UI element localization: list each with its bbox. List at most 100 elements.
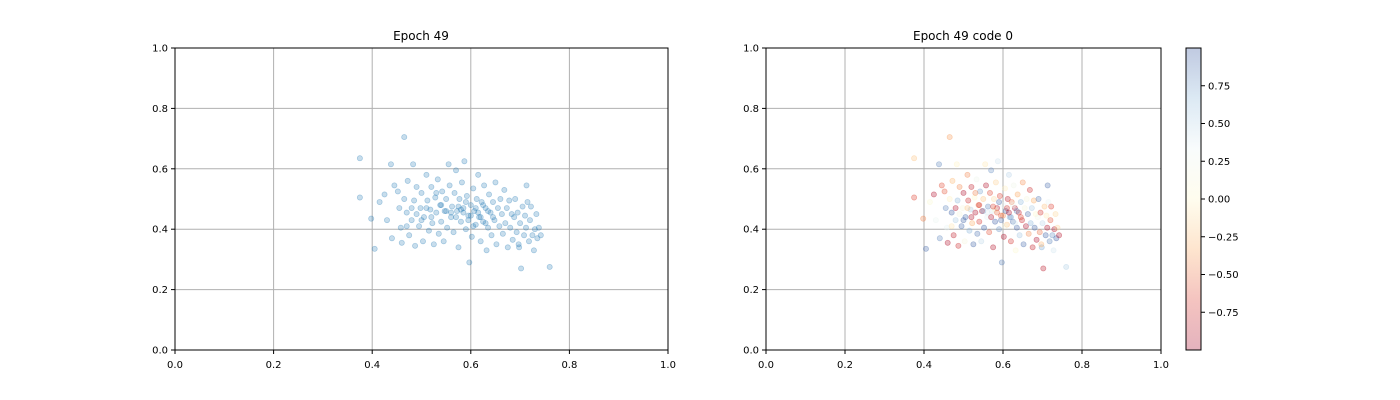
data-point	[955, 242, 962, 249]
data-point	[446, 182, 453, 189]
data-point	[979, 208, 986, 215]
data-point	[401, 134, 408, 141]
data-point	[992, 218, 999, 225]
data-point	[964, 171, 971, 178]
data-point	[475, 209, 482, 216]
data-point	[1021, 205, 1028, 212]
data-point	[523, 182, 530, 189]
data-point	[396, 205, 403, 212]
data-point	[467, 212, 474, 219]
data-point	[961, 238, 968, 245]
data-point	[462, 199, 469, 205]
data-point	[403, 223, 410, 230]
data-point	[996, 193, 1003, 199]
data-point	[1029, 244, 1036, 251]
data-point	[911, 194, 918, 201]
y-tick-label: 0.8	[152, 104, 168, 115]
data-point	[413, 183, 420, 190]
x-axis: 0.0 0.2 0.4 0.6 0.8 1.0	[167, 350, 676, 371]
data-point	[968, 214, 975, 221]
data-point	[527, 203, 534, 210]
data-point	[1052, 211, 1059, 218]
data-point	[1041, 203, 1048, 210]
colorbar-tick-label: −0.25	[1208, 232, 1239, 243]
data-point	[1047, 217, 1054, 224]
data-point	[943, 224, 950, 231]
data-point	[1007, 214, 1014, 221]
data-point	[456, 196, 463, 202]
data-point	[423, 171, 430, 178]
y-tick-label: 0.6	[743, 164, 759, 175]
data-point	[397, 224, 404, 231]
data-point	[509, 236, 516, 243]
data-point	[477, 238, 484, 245]
data-point	[1002, 185, 1008, 192]
data-point	[1016, 232, 1023, 239]
data-point	[441, 208, 448, 215]
data-point	[424, 197, 431, 204]
data-point	[515, 241, 522, 248]
data-point	[992, 179, 999, 186]
data-point	[1026, 186, 1033, 193]
data-point	[1000, 212, 1006, 219]
data-point	[480, 218, 487, 225]
data-point	[490, 214, 496, 221]
y-tick-label: 1.0	[743, 44, 759, 55]
data-point	[936, 235, 943, 242]
data-point	[1033, 236, 1040, 243]
data-point	[381, 191, 388, 198]
colorbar-ticks: 0.75 0.50 0.25 0.00 −0.25 −0.50 −0.75	[1201, 81, 1239, 319]
data-point	[435, 230, 442, 237]
data-point	[988, 214, 995, 221]
data-point	[1013, 208, 1020, 215]
data-point	[497, 196, 504, 202]
data-point	[1002, 223, 1008, 230]
chart-epoch-49: Epoch 49 0.0 0.2 0.4 0.6 0.8 1.0 0.0 0.2 0.4 0.6…	[152, 29, 676, 371]
data-point	[956, 211, 963, 218]
data-point	[976, 218, 983, 225]
data-point	[960, 217, 967, 224]
data-point	[477, 214, 484, 221]
data-point	[1010, 182, 1017, 189]
data-point	[1019, 217, 1025, 224]
data-point	[524, 199, 531, 205]
data-point	[471, 208, 478, 215]
data-point	[494, 205, 501, 212]
data-point	[948, 209, 955, 216]
data-point	[460, 209, 467, 216]
data-point	[485, 208, 492, 215]
data-point	[512, 196, 519, 202]
data-point	[932, 217, 939, 224]
data-point	[493, 241, 500, 248]
data-point	[433, 209, 440, 216]
data-point	[942, 205, 949, 212]
data-point	[410, 161, 417, 168]
data-point	[448, 214, 455, 221]
x-tick-label: 0.2	[837, 360, 853, 371]
data-point	[507, 224, 514, 231]
data-point	[533, 211, 540, 218]
data-point	[1036, 229, 1043, 236]
data-point	[492, 179, 499, 186]
data-point	[1017, 199, 1024, 205]
colorbar-tick-label: 0.50	[1208, 119, 1230, 130]
data-point	[1049, 232, 1056, 239]
data-point	[416, 223, 422, 230]
data-point	[1017, 214, 1024, 221]
data-point	[529, 232, 536, 239]
data-point	[985, 203, 991, 210]
data-point	[1044, 224, 1051, 231]
data-point	[430, 241, 437, 248]
data-point	[938, 182, 945, 189]
data-point	[530, 247, 537, 254]
data-point	[421, 214, 427, 221]
data-point	[911, 155, 918, 162]
data-point	[920, 215, 927, 222]
data-point	[418, 190, 425, 196]
data-point	[387, 161, 394, 168]
data-point	[423, 205, 430, 212]
data-point	[519, 203, 526, 210]
y-axis: 0.0 0.2 0.4 0.6 0.8 1.0	[743, 44, 766, 357]
data-point	[966, 227, 973, 234]
